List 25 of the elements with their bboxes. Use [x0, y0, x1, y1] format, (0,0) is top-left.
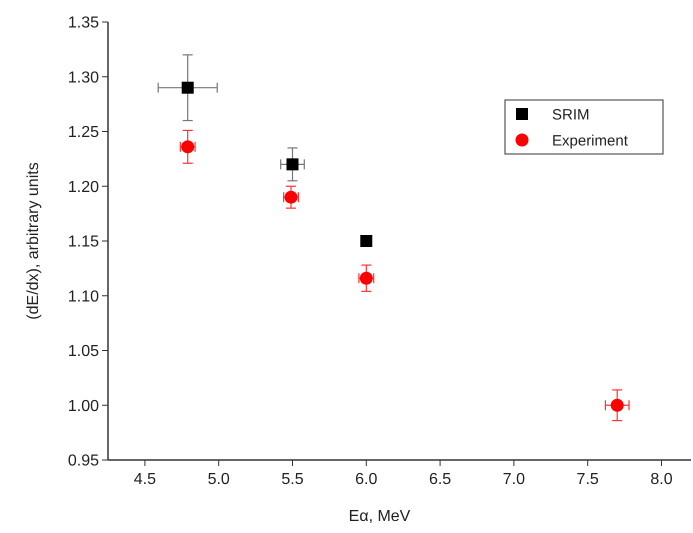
x-tick-label: 4.5: [134, 471, 156, 488]
point: [286, 158, 298, 170]
x-tick-label: 7.5: [576, 471, 599, 488]
point: [182, 82, 194, 94]
y-tick-label: 0.95: [68, 452, 100, 470]
y-axis-title: (dE/dx), arbitrary units: [25, 162, 42, 320]
x-axis-title: Eα, MeV: [348, 508, 411, 525]
y-tick-label: 1.30: [68, 69, 100, 86]
y-tick-label: 1.25: [68, 124, 100, 141]
y-tick-label: 1.10: [68, 288, 100, 306]
legend-label: SRIM: [552, 106, 590, 124]
x-tick-label: 8.0: [650, 471, 673, 488]
point: [360, 235, 372, 247]
x-tick-label: 6.5: [428, 471, 452, 488]
x-tick-label: 6.0: [355, 471, 378, 488]
y-tick-label: 1.00: [68, 398, 100, 415]
x-tick-label: 5.5: [281, 471, 304, 488]
x-tick-label: 7.0: [502, 471, 526, 488]
y-tick-label: 1.35: [68, 14, 100, 32]
point: [610, 398, 624, 412]
legend-label: Experiment: [552, 132, 629, 150]
y-tick-label: 1.15: [68, 234, 100, 250]
y-tick-label: 1.05: [68, 343, 100, 360]
y-tick-label: 1.20: [68, 178, 100, 196]
x-tick-label: 5.0: [208, 471, 230, 488]
